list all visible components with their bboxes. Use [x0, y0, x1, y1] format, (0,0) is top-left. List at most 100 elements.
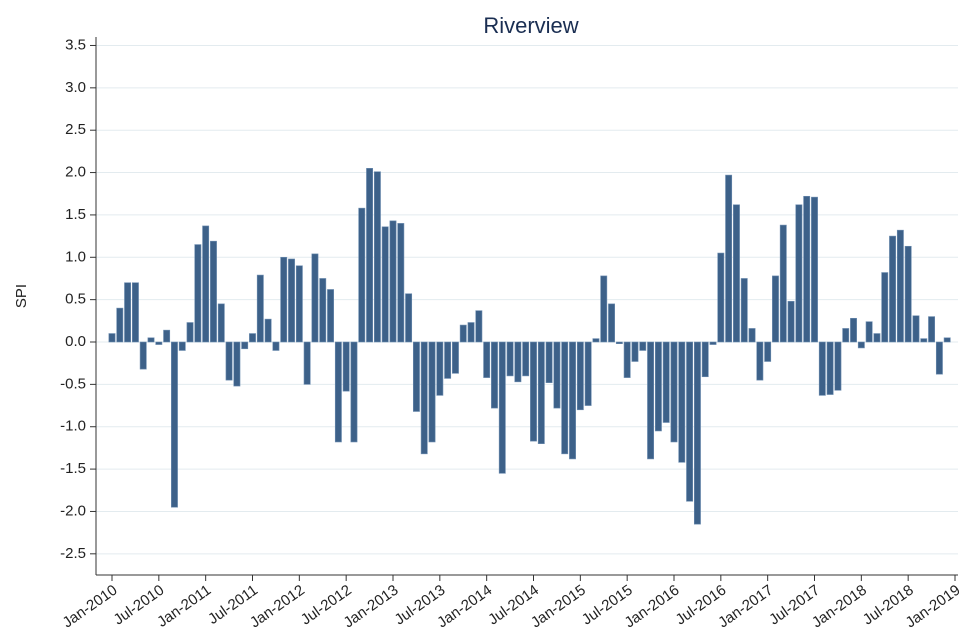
y-tick-label: -1.0	[60, 418, 86, 435]
bar	[311, 253, 319, 343]
bar	[787, 301, 795, 343]
bar	[701, 341, 709, 378]
bar	[623, 341, 631, 378]
bar	[584, 341, 592, 406]
bar	[779, 224, 787, 343]
bar	[873, 333, 881, 343]
bar	[935, 341, 943, 375]
bar	[116, 307, 124, 343]
y-tick-label: 3.5	[65, 36, 86, 53]
bar	[740, 278, 748, 343]
bar	[171, 341, 178, 508]
bar	[795, 204, 803, 343]
bar	[756, 341, 764, 381]
bar	[600, 275, 608, 343]
bar	[210, 240, 217, 343]
bar	[397, 223, 405, 343]
bar	[155, 341, 163, 345]
bar	[537, 341, 545, 444]
bar	[412, 341, 420, 412]
bar	[366, 168, 374, 343]
bar	[912, 315, 920, 343]
bar	[405, 293, 413, 343]
y-tick-label: 3.0	[65, 79, 86, 96]
bar	[373, 171, 381, 343]
bar	[280, 256, 288, 343]
bar	[225, 341, 233, 381]
bar	[842, 328, 850, 343]
bar	[904, 245, 912, 343]
bar	[662, 341, 670, 423]
bar	[818, 341, 826, 396]
bar	[545, 341, 553, 383]
bar	[428, 341, 436, 443]
bar	[639, 341, 647, 351]
bar	[881, 272, 889, 343]
bar	[850, 317, 857, 343]
y-tick-label: 1.0	[65, 248, 86, 265]
bar	[163, 329, 171, 343]
bar	[288, 258, 295, 343]
bar	[920, 338, 928, 343]
bar	[896, 229, 904, 343]
bar	[241, 341, 249, 350]
bar	[772, 275, 779, 343]
bar	[194, 244, 202, 343]
bar	[452, 341, 459, 374]
bar	[233, 341, 241, 387]
bar	[592, 338, 600, 343]
bar	[670, 341, 678, 443]
bar	[943, 337, 951, 343]
bar	[811, 196, 818, 343]
bar	[467, 322, 475, 343]
bar	[717, 252, 725, 343]
y-tick-label: 1.5	[65, 206, 86, 223]
bar	[217, 303, 225, 343]
bar	[857, 341, 865, 349]
bar	[249, 333, 256, 343]
bar	[319, 278, 327, 343]
bar	[733, 204, 740, 343]
bar	[264, 318, 272, 343]
bar	[444, 341, 452, 379]
bar	[631, 341, 639, 362]
bar	[178, 341, 186, 351]
bar	[475, 310, 483, 343]
bar	[928, 316, 936, 343]
bar	[530, 341, 537, 442]
bar	[865, 321, 873, 343]
bar	[764, 341, 772, 362]
bar	[678, 341, 686, 463]
bar	[491, 341, 498, 409]
bar	[124, 282, 132, 343]
bar	[350, 341, 358, 443]
bar	[295, 265, 303, 343]
y-axis-label: SPI	[13, 284, 30, 308]
y-tick-label: -0.5	[60, 375, 86, 392]
bar	[272, 341, 280, 351]
bar	[514, 341, 522, 383]
bar	[561, 341, 569, 455]
bar	[608, 303, 615, 343]
bar	[186, 322, 194, 343]
bar	[108, 333, 116, 343]
bar	[522, 341, 530, 377]
bar	[748, 328, 756, 343]
bar	[498, 341, 506, 474]
chart-title: Riverview	[483, 13, 578, 38]
bar	[647, 341, 655, 460]
y-tick-label: 2.0	[65, 164, 86, 181]
bar	[826, 341, 834, 395]
bar	[576, 341, 584, 411]
y-tick-label: -1.5	[60, 460, 86, 477]
bar	[709, 341, 717, 345]
y-tick-label: 0.5	[65, 291, 86, 308]
bar	[686, 341, 694, 502]
bar	[327, 289, 334, 343]
y-tick-label: -2.5	[60, 545, 86, 562]
y-tick-label: 0.0	[65, 333, 86, 350]
bar	[693, 341, 701, 525]
bar	[389, 220, 397, 343]
bar	[803, 195, 811, 343]
